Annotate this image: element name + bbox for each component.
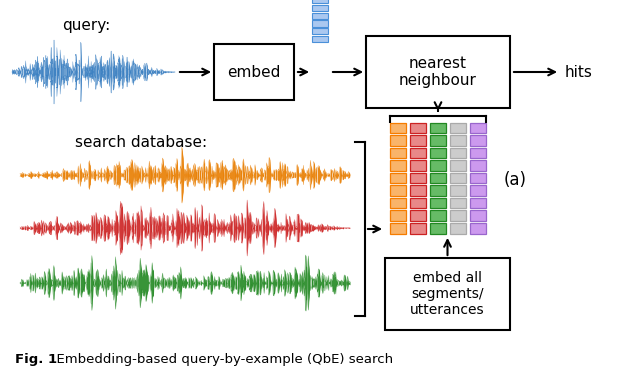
- Bar: [450, 185, 466, 196]
- Bar: [470, 198, 486, 209]
- Bar: [214, 44, 294, 100]
- Bar: [410, 135, 426, 145]
- Bar: [312, 20, 328, 26]
- Bar: [470, 135, 486, 145]
- Bar: [430, 135, 446, 145]
- Bar: [390, 173, 406, 183]
- Text: query:: query:: [62, 18, 110, 33]
- Bar: [390, 135, 406, 145]
- Bar: [470, 223, 486, 233]
- Text: embed: embed: [227, 65, 281, 79]
- Bar: [390, 185, 406, 196]
- Bar: [390, 147, 406, 158]
- Bar: [410, 147, 426, 158]
- Bar: [430, 198, 446, 209]
- Bar: [470, 160, 486, 171]
- Bar: [410, 210, 426, 221]
- Bar: [430, 123, 446, 133]
- Bar: [450, 160, 466, 171]
- Text: hits: hits: [565, 65, 593, 79]
- Bar: [470, 210, 486, 221]
- Bar: [390, 123, 406, 133]
- Bar: [312, 36, 328, 42]
- Bar: [410, 198, 426, 209]
- Bar: [450, 123, 466, 133]
- Bar: [470, 173, 486, 183]
- Text: nearest
neighbour: nearest neighbour: [399, 56, 477, 88]
- Text: Fig. 1: Fig. 1: [15, 354, 57, 366]
- Text: search database:: search database:: [75, 135, 207, 150]
- Bar: [390, 160, 406, 171]
- Bar: [430, 223, 446, 233]
- Text: Embedding-based query-by-example (QbE) search: Embedding-based query-by-example (QbE) s…: [48, 354, 393, 366]
- Bar: [450, 198, 466, 209]
- Bar: [390, 223, 406, 233]
- Bar: [410, 173, 426, 183]
- Text: (a): (a): [504, 171, 527, 189]
- Bar: [450, 135, 466, 145]
- Bar: [312, 12, 328, 19]
- Bar: [450, 210, 466, 221]
- Bar: [430, 147, 446, 158]
- Bar: [470, 185, 486, 196]
- Bar: [430, 210, 446, 221]
- Bar: [390, 198, 406, 209]
- Bar: [450, 147, 466, 158]
- Bar: [410, 160, 426, 171]
- Bar: [470, 123, 486, 133]
- Bar: [312, 0, 328, 3]
- Bar: [385, 258, 510, 330]
- Bar: [430, 185, 446, 196]
- Bar: [470, 147, 486, 158]
- Bar: [410, 185, 426, 196]
- Bar: [312, 28, 328, 34]
- Bar: [410, 223, 426, 233]
- Bar: [312, 5, 328, 11]
- Bar: [450, 173, 466, 183]
- Bar: [450, 223, 466, 233]
- Bar: [366, 36, 510, 108]
- Bar: [410, 123, 426, 133]
- Bar: [390, 210, 406, 221]
- Bar: [430, 173, 446, 183]
- Bar: [430, 160, 446, 171]
- Text: embed all
segments/
utterances: embed all segments/ utterances: [410, 271, 485, 317]
